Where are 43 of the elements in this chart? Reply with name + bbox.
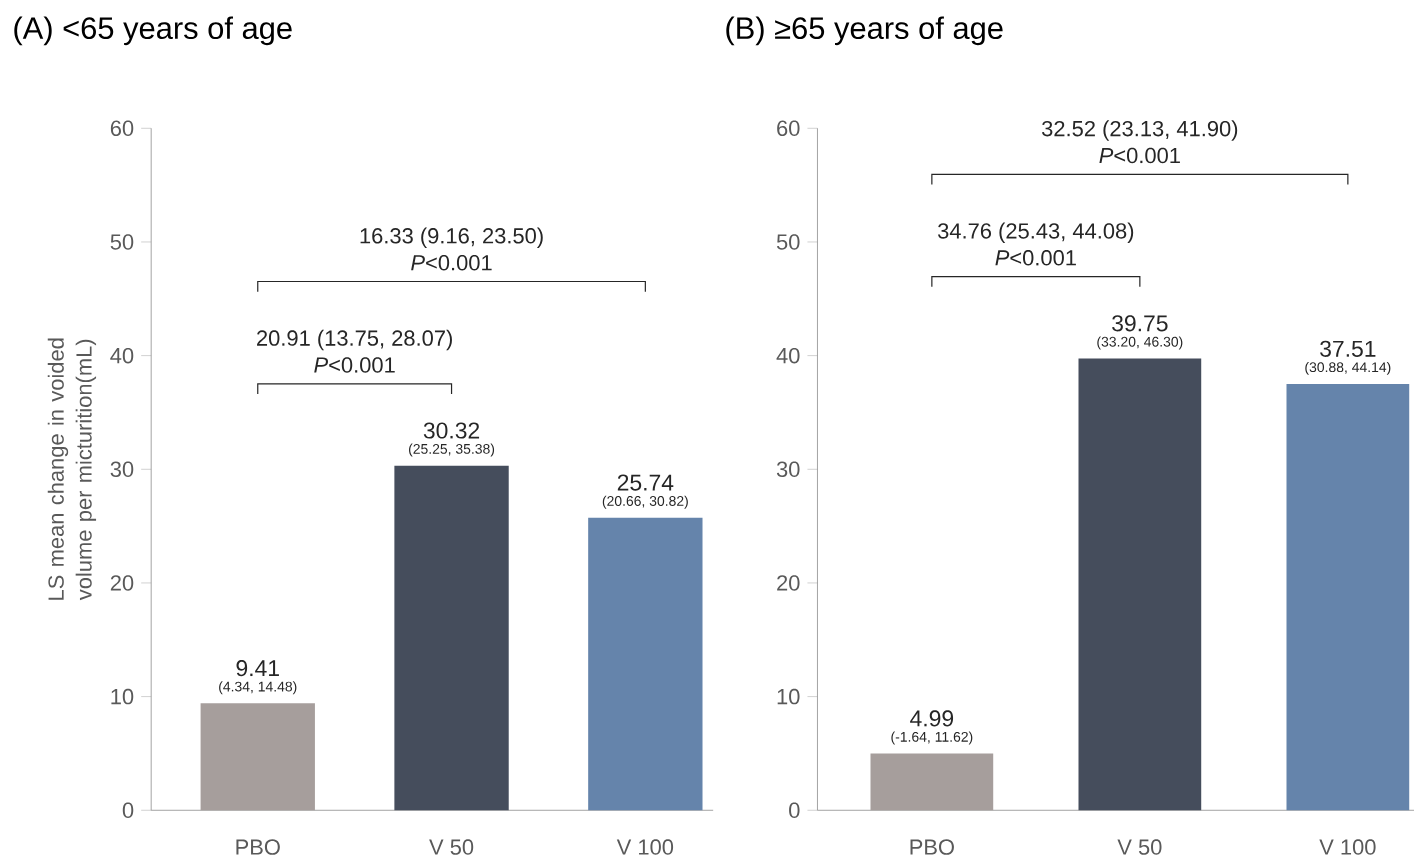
data-label: 4.99 [910, 710, 954, 727]
annotation: P<0.001 [314, 357, 395, 373]
data-label: 30.32 [423, 422, 480, 439]
bar [1078, 358, 1202, 811]
data-label: 25.74 [617, 474, 674, 491]
chart-title: (A) <65 years of age [14, 16, 292, 46]
bar [1286, 383, 1410, 811]
y-tick-label: 10 [111, 688, 134, 705]
annotation: 32.52 (23.13, 41.90) [1042, 120, 1238, 141]
x-tick-label: V 100 [616, 839, 674, 855]
x-tick-label: V 50 [1117, 839, 1162, 855]
data-label: 39.75 [1112, 315, 1168, 332]
annotation: P<0.001 [1099, 147, 1180, 164]
bar [200, 703, 315, 811]
y-tick-label: 30 [776, 461, 800, 478]
y-tick-label: 50 [110, 234, 134, 250]
data-label: 9.41 [236, 660, 279, 677]
y-tick-label: 0 [122, 802, 134, 819]
annotation: 34.76 (25.43, 44.08) [938, 222, 1134, 243]
y-tick-label: 10 [777, 688, 800, 705]
y-tick-label: 0 [789, 802, 800, 819]
annotation: 16.33 (9.16, 23.50) [360, 227, 543, 248]
y-tick-label: 20 [777, 575, 800, 591]
bar [394, 465, 509, 811]
y-tick-label: 40 [776, 347, 800, 364]
x-tick-label: V 50 [429, 839, 474, 855]
annotation: 20.91 (13.75, 28.07) [257, 329, 452, 351]
y-axis-title: LS mean change in voided volume per micturition(mL) [47, 338, 97, 601]
x-tick-label: V 100 [1319, 839, 1376, 855]
annotation: P<0.001 [411, 254, 492, 271]
x-tick-label: PBO [910, 839, 954, 855]
x-tick-label: PBO [236, 839, 280, 855]
y-tick-label: 60 [777, 120, 800, 137]
chart-title: (B) ≥65 years of age [726, 16, 1003, 46]
y-tick-label: 60 [110, 120, 134, 137]
bar [588, 517, 703, 811]
y-tick-label: 40 [110, 347, 134, 364]
y-tick-label: 30 [110, 461, 134, 478]
bar [870, 753, 994, 811]
y-tick-label: 20 [110, 575, 134, 591]
y-tick-label: 50 [776, 234, 800, 250]
annotation: P<0.001 [995, 250, 1076, 266]
data-label: 37.51 [1320, 340, 1376, 357]
